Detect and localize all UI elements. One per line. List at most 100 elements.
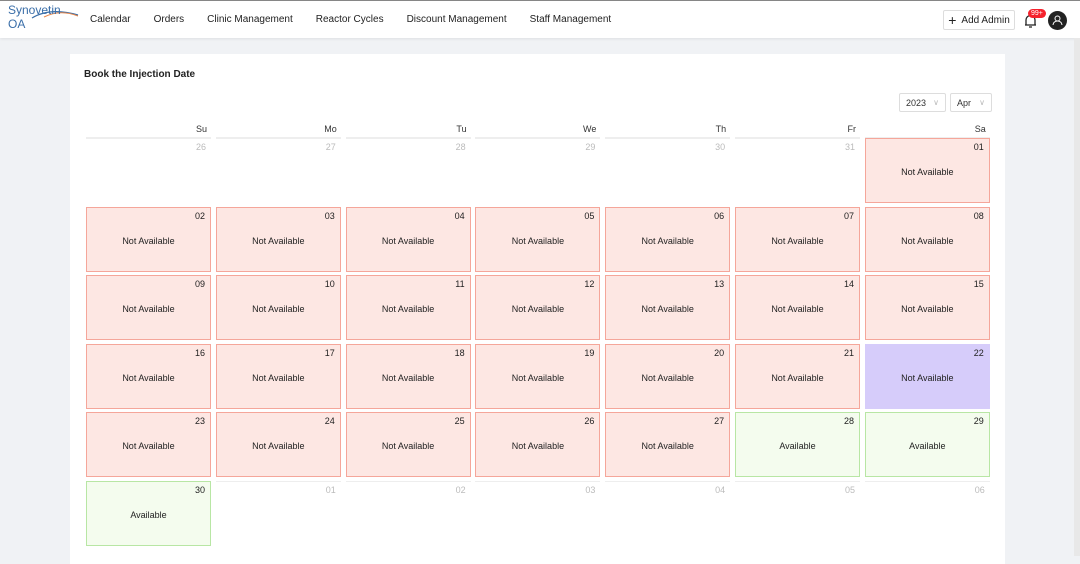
divider <box>345 137 471 138</box>
calendar-day[interactable]: 25 Not Available <box>345 412 471 477</box>
calendar-day[interactable]: 10 Not Available <box>215 275 341 340</box>
nav-item-orders[interactable]: Orders <box>153 14 185 25</box>
day-status: Not Available <box>122 235 175 246</box>
day-number: 10 <box>324 279 335 289</box>
calendar-day[interactable]: 04 Not Available <box>345 206 471 272</box>
day-number: 09 <box>194 279 205 289</box>
calendar-day[interactable]: 28 Available <box>735 412 860 477</box>
calendar-day[interactable]: 04 <box>605 480 731 546</box>
day-status: Not Available <box>901 372 954 383</box>
calendar-day[interactable]: 07 Not Available <box>735 206 860 272</box>
day-status: Not Available <box>122 441 175 451</box>
calendar-day[interactable]: 27 Not Available <box>605 412 731 477</box>
calendar-day[interactable]: 22 Not Available <box>864 343 990 409</box>
calendar-day[interactable]: 19 Not Available <box>475 343 601 409</box>
nav-item-discount-management[interactable]: Discount Management <box>406 14 507 25</box>
calendar-day[interactable]: 30 Available <box>86 480 211 546</box>
calendar-day[interactable]: 13 Not Available <box>605 275 731 340</box>
nav-item-reactor-cycles[interactable]: Reactor Cycles <box>315 14 384 25</box>
calendar-day[interactable]: 16 Not Available <box>86 343 211 409</box>
month-select[interactable]: Apr ∨ <box>950 93 992 112</box>
calendar-day[interactable]: 20 Not Available <box>605 343 731 409</box>
notification-badge: 99+ <box>1028 9 1046 18</box>
day-number: 14 <box>843 279 854 289</box>
day-number: 21 <box>843 347 854 358</box>
calendar-day[interactable]: 06 Not Available <box>605 206 731 272</box>
calendar-day[interactable]: 26 <box>86 138 211 203</box>
plus-icon: + <box>948 12 957 28</box>
day-number: 25 <box>454 416 465 426</box>
nav-item-calendar[interactable]: Calendar <box>90 14 131 25</box>
calendar-day[interactable]: 03 <box>475 480 601 546</box>
day-status: Not Available <box>641 372 694 383</box>
day-number: 06 <box>714 210 725 221</box>
day-number: 30 <box>715 142 726 152</box>
year-select[interactable]: 2023 ∨ <box>899 93 946 112</box>
brand-name: Synovetin OA <box>8 3 61 31</box>
calendar-day[interactable]: 01 <box>215 480 341 546</box>
add-admin-button[interactable]: + Add Admin <box>943 10 1015 30</box>
day-number: 19 <box>584 347 595 358</box>
divider <box>215 137 341 138</box>
calendar-day[interactable]: 26 Not Available <box>475 412 601 477</box>
day-status: Not Available <box>381 304 435 314</box>
day-number: 16 <box>194 347 205 358</box>
day-number: 23 <box>194 416 205 426</box>
weekday-header: Sa <box>974 124 986 134</box>
calendar-day[interactable]: 21 Not Available <box>735 343 860 409</box>
day-status: Not Available <box>511 235 565 246</box>
calendar-day[interactable]: 28 <box>345 138 471 203</box>
calendar-day[interactable]: 23 Not Available <box>86 412 211 477</box>
calendar-day[interactable]: 17 Not Available <box>215 343 341 409</box>
day-status: Not Available <box>641 304 694 314</box>
calendar-day[interactable]: 24 Not Available <box>215 412 341 477</box>
calendar-day[interactable]: 01 Not Available <box>864 138 990 203</box>
calendar-day[interactable]: 05 Not Available <box>475 206 601 272</box>
day-status: Not Available <box>252 441 305 451</box>
calendar-day[interactable]: 31 <box>735 138 860 203</box>
day-number: 01 <box>973 142 984 152</box>
day-number: 04 <box>454 210 465 221</box>
day-status: Not Available <box>641 235 694 246</box>
day-number: 26 <box>584 416 595 426</box>
window-border <box>0 0 1080 1</box>
day-status: Not Available <box>901 235 954 246</box>
day-number: 03 <box>324 210 335 221</box>
calendar-day[interactable]: 05 <box>735 480 860 546</box>
calendar-day[interactable]: 29 Available <box>864 412 990 477</box>
calendar-day[interactable]: 14 Not Available <box>735 275 860 340</box>
nav-item-staff-management[interactable]: Staff Management <box>529 14 612 25</box>
day-status: Not Available <box>641 441 694 451</box>
logo-swoosh-icon <box>31 11 79 19</box>
calendar-day[interactable]: 12 Not Available <box>475 275 601 340</box>
calendar-day[interactable]: 03 Not Available <box>215 206 341 272</box>
calendar-day[interactable]: 30 <box>605 138 731 203</box>
calendar-day[interactable]: 11 Not Available <box>345 275 471 340</box>
calendar-day[interactable]: 02 <box>345 480 471 546</box>
year-value: 2023 <box>906 97 927 108</box>
chevron-down-icon: ∨ <box>933 98 939 107</box>
day-number: 20 <box>714 347 725 358</box>
calendar-day[interactable]: 06 <box>864 480 990 546</box>
nav-item-clinic-management[interactable]: Clinic Management <box>207 14 293 25</box>
calendar-day[interactable]: 02 Not Available <box>86 206 211 272</box>
calendar-day[interactable]: 27 <box>215 138 341 203</box>
day-status: Not Available <box>901 167 954 177</box>
booking-card: Book the Injection Date 2023 ∨ Apr ∨ Su Mo T… <box>70 54 1005 564</box>
avatar[interactable] <box>1048 11 1067 30</box>
day-number: 28 <box>455 142 466 152</box>
calendar-day[interactable]: 15 Not Available <box>864 275 990 340</box>
calendar-day[interactable]: 18 Not Available <box>345 343 471 409</box>
divider <box>735 137 860 138</box>
calendar-day[interactable]: 08 Not Available <box>864 206 990 272</box>
day-number: 27 <box>714 416 725 426</box>
weekday-header: Su <box>195 124 207 134</box>
calendar-day[interactable]: 09 Not Available <box>86 275 211 340</box>
day-number: 02 <box>194 210 205 221</box>
day-status: Not Available <box>901 304 954 314</box>
weekday-header: Mo <box>324 124 337 134</box>
day-number: 01 <box>325 484 336 495</box>
scrollbar[interactable] <box>1074 38 1080 556</box>
logo[interactable]: Synovetin OA <box>8 3 79 33</box>
calendar-day[interactable]: 29 <box>475 138 601 203</box>
